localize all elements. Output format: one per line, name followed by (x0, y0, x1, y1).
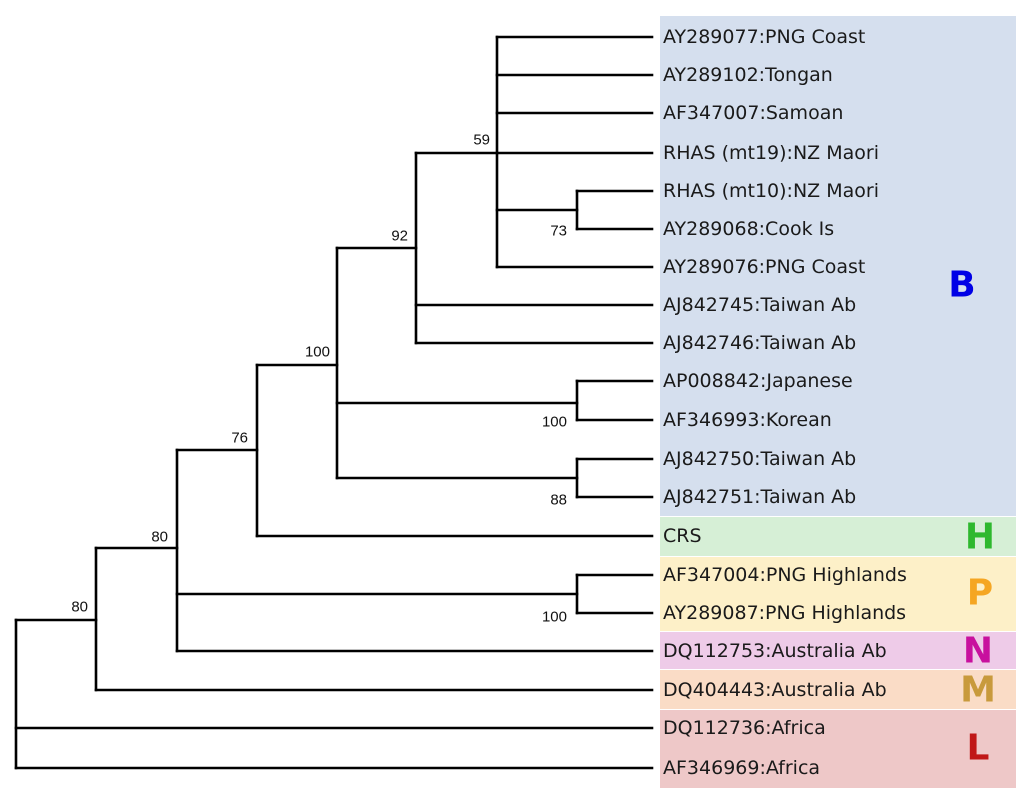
leaf-label: AJ842746:Taiwan Ab (663, 332, 856, 354)
haplogroup-band-n (660, 632, 1016, 669)
haplogroup-band-l (660, 710, 1016, 788)
leaf-label: AY289068:Cook Is (663, 218, 834, 240)
leaf-label: AF347004:PNG Highlands (663, 564, 907, 586)
bootstrap-value: 88 (550, 492, 567, 509)
bootstrap-value: 73 (550, 223, 567, 240)
haplogroup-letter-b: B (948, 265, 975, 306)
leaf-label: AY289102:Tongan (663, 64, 833, 86)
leaf-label: DQ404443:Australia Ab (663, 679, 887, 701)
haplogroup-letter-h: H (965, 517, 995, 558)
haplogroup-letter-m: M (960, 670, 996, 711)
leaf-label: AJ842750:Taiwan Ab (663, 448, 856, 470)
haplogroup-letter-n: N (963, 631, 993, 672)
leaf-label: AJ842751:Taiwan Ab (663, 486, 856, 508)
leaf-label: AJ842745:Taiwan Ab (663, 294, 856, 316)
leaf-label: RHAS (mt10):NZ Maori (663, 180, 879, 202)
bootstrap-value: 59 (473, 132, 490, 149)
leaf-label: AY289087:PNG Highlands (663, 602, 906, 624)
leaf-label: AY289077:PNG Coast (663, 26, 865, 48)
leaf-label: AY289076:PNG Coast (663, 256, 865, 278)
haplogroup-band-p (660, 557, 1016, 631)
haplogroup-band-h (660, 517, 1016, 556)
haplogroup-letter-l: L (967, 728, 990, 769)
bootstrap-value: 80 (71, 599, 88, 616)
leaf-label: AF347007:Samoan (663, 102, 843, 124)
bootstrap-value: 100 (542, 414, 567, 431)
bootstrap-value: 100 (542, 609, 567, 626)
bootstrap-value: 92 (391, 228, 408, 245)
bootstrap-value: 80 (151, 529, 168, 546)
leaf-label: AF346993:Korean (663, 409, 832, 431)
leaf-label: DQ112736:Africa (663, 717, 826, 739)
leaf-label: CRS (663, 525, 702, 547)
leaf-label: AP008842:Japanese (663, 370, 853, 392)
leaf-label: AF346969:Africa (663, 757, 820, 779)
haplogroup-letter-p: P (967, 573, 993, 614)
leaf-label: RHAS (mt19):NZ Maori (663, 142, 879, 164)
haplogroup-band-b (660, 16, 1016, 516)
leaf-label: DQ112753:Australia Ab (663, 640, 887, 662)
bootstrap-value: 76 (231, 430, 248, 447)
bootstrap-value: 100 (305, 344, 330, 361)
haplogroup-band-m (660, 670, 1016, 709)
